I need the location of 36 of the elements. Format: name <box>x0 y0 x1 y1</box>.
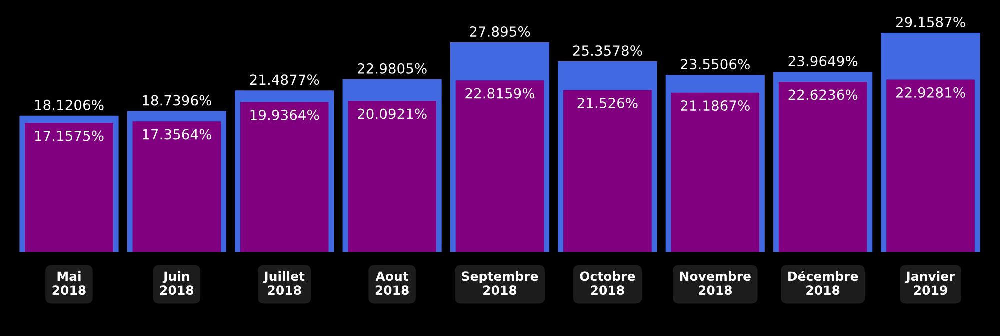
data-label: 22.8159% <box>466 88 535 99</box>
data-label: 23.9649% <box>788 56 858 67</box>
x-tick-label: Septembre 2018 <box>462 271 538 296</box>
data-label: 21.4877% <box>250 74 320 86</box>
bar <box>25 123 114 252</box>
x-tick-label: Juin 2018 <box>160 271 194 296</box>
x-tick-label: Octobre 2018 <box>580 271 636 296</box>
bar <box>778 82 868 252</box>
data-label: 20.0921% <box>358 108 427 120</box>
x-tick-label: Décembre 2018 <box>788 270 858 296</box>
x-tick-label: Mai 2018 <box>52 271 86 296</box>
data-label: 22.9281% <box>896 87 966 98</box>
data-label: 17.3564% <box>143 129 212 140</box>
bar <box>886 80 975 252</box>
data-label: 22.6236% <box>788 90 858 100</box>
data-label: 27.895% <box>470 26 530 38</box>
bar <box>132 122 222 252</box>
bar <box>564 90 652 252</box>
data-label: 21.1867% <box>681 100 750 112</box>
data-label: 25.3578% <box>573 46 642 56</box>
data-label: 19.9364% <box>250 110 320 120</box>
x-tick-label: Novembre 2018 <box>680 271 751 296</box>
data-label: 23.5506% <box>681 59 750 70</box>
data-label: 22.9805% <box>358 63 427 74</box>
x-tick-label: Juillet 2018 <box>263 271 305 296</box>
data-label: 18.1206% <box>35 100 104 110</box>
bar <box>671 92 760 252</box>
bar <box>348 101 436 252</box>
bar <box>456 80 544 252</box>
data-label: 29.1587% <box>896 17 966 28</box>
x-tick-label: Janvier 2019 <box>906 271 956 296</box>
bar <box>240 102 329 252</box>
data-label: 17.1575% <box>35 130 104 142</box>
data-label: 21.526% <box>578 98 638 108</box>
data-label: 18.7396% <box>143 95 212 106</box>
x-tick-label: Aout 2018 <box>376 272 409 296</box>
